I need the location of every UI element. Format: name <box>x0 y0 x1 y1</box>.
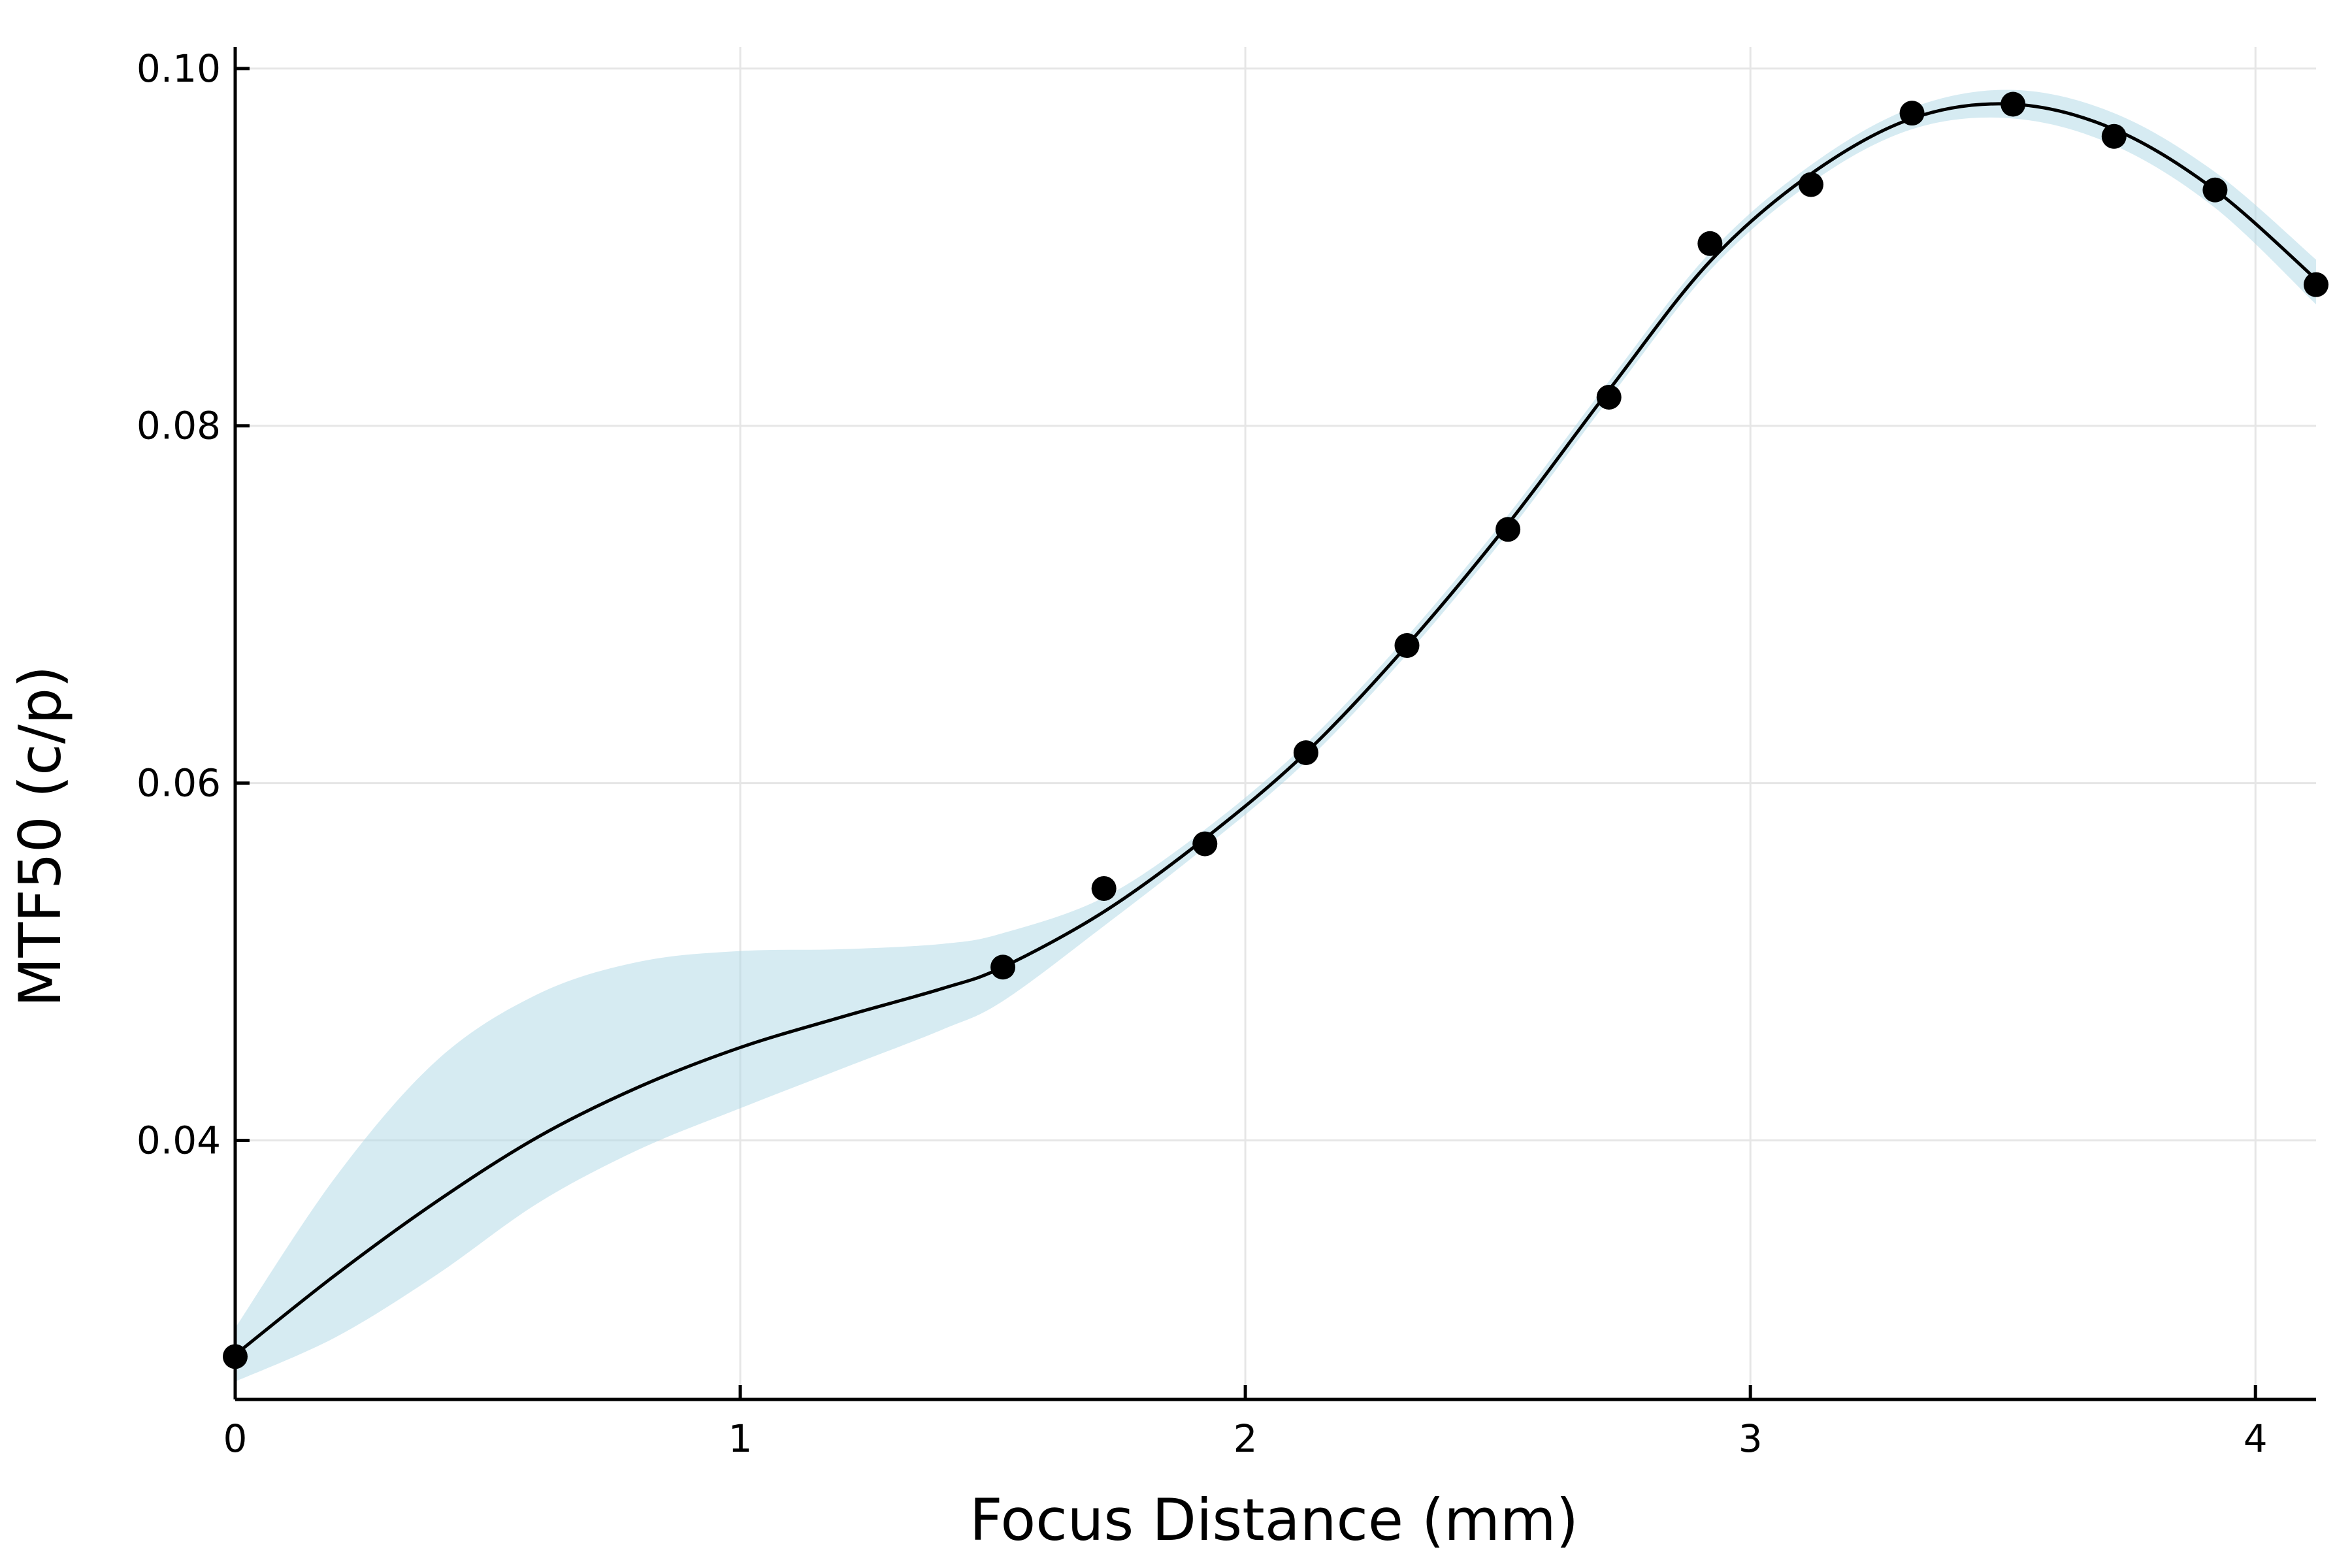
y-tick-label-2: 0.08 <box>137 404 221 448</box>
data-point-14 <box>2304 272 2328 297</box>
axes <box>233 47 2316 1401</box>
x-tick-label-0: 0 <box>223 1416 248 1461</box>
y-tick-label-0: 0.04 <box>137 1119 221 1163</box>
data-points-layer <box>223 91 2328 1369</box>
data-point-1 <box>990 955 1016 980</box>
data-point-8 <box>1697 231 1723 256</box>
data-point-7 <box>1596 384 1622 410</box>
y-tick-label-3: 0.10 <box>137 46 221 91</box>
confidence-band-layer <box>235 90 2316 1382</box>
x-axis-label: Focus Distance (mm) <box>970 1486 1578 1554</box>
data-point-10 <box>1899 101 1925 126</box>
x-tick-label-4: 4 <box>2244 1416 2268 1461</box>
x-tick-label-2: 2 <box>1233 1416 1258 1461</box>
data-point-12 <box>2101 123 2127 149</box>
data-point-9 <box>1798 172 1823 197</box>
data-point-6 <box>1495 517 1521 542</box>
confidence-band <box>235 90 2316 1382</box>
tick-labels: 0 1 2 3 4 0.04 0.06 0.08 0.10 <box>137 46 2268 1461</box>
x-tick-label-1: 1 <box>728 1416 753 1461</box>
data-point-13 <box>2202 177 2228 203</box>
data-point-5 <box>1394 633 1420 659</box>
y-tick-label-1: 0.06 <box>137 761 221 806</box>
data-point-3 <box>1192 831 1218 857</box>
y-axis-label: MTF50 (c/p) <box>7 666 74 1007</box>
x-tick-label-3: 3 <box>1739 1416 1763 1461</box>
data-point-11 <box>2001 91 2026 117</box>
data-point-4 <box>1293 740 1318 766</box>
data-point-2 <box>1091 875 1117 901</box>
